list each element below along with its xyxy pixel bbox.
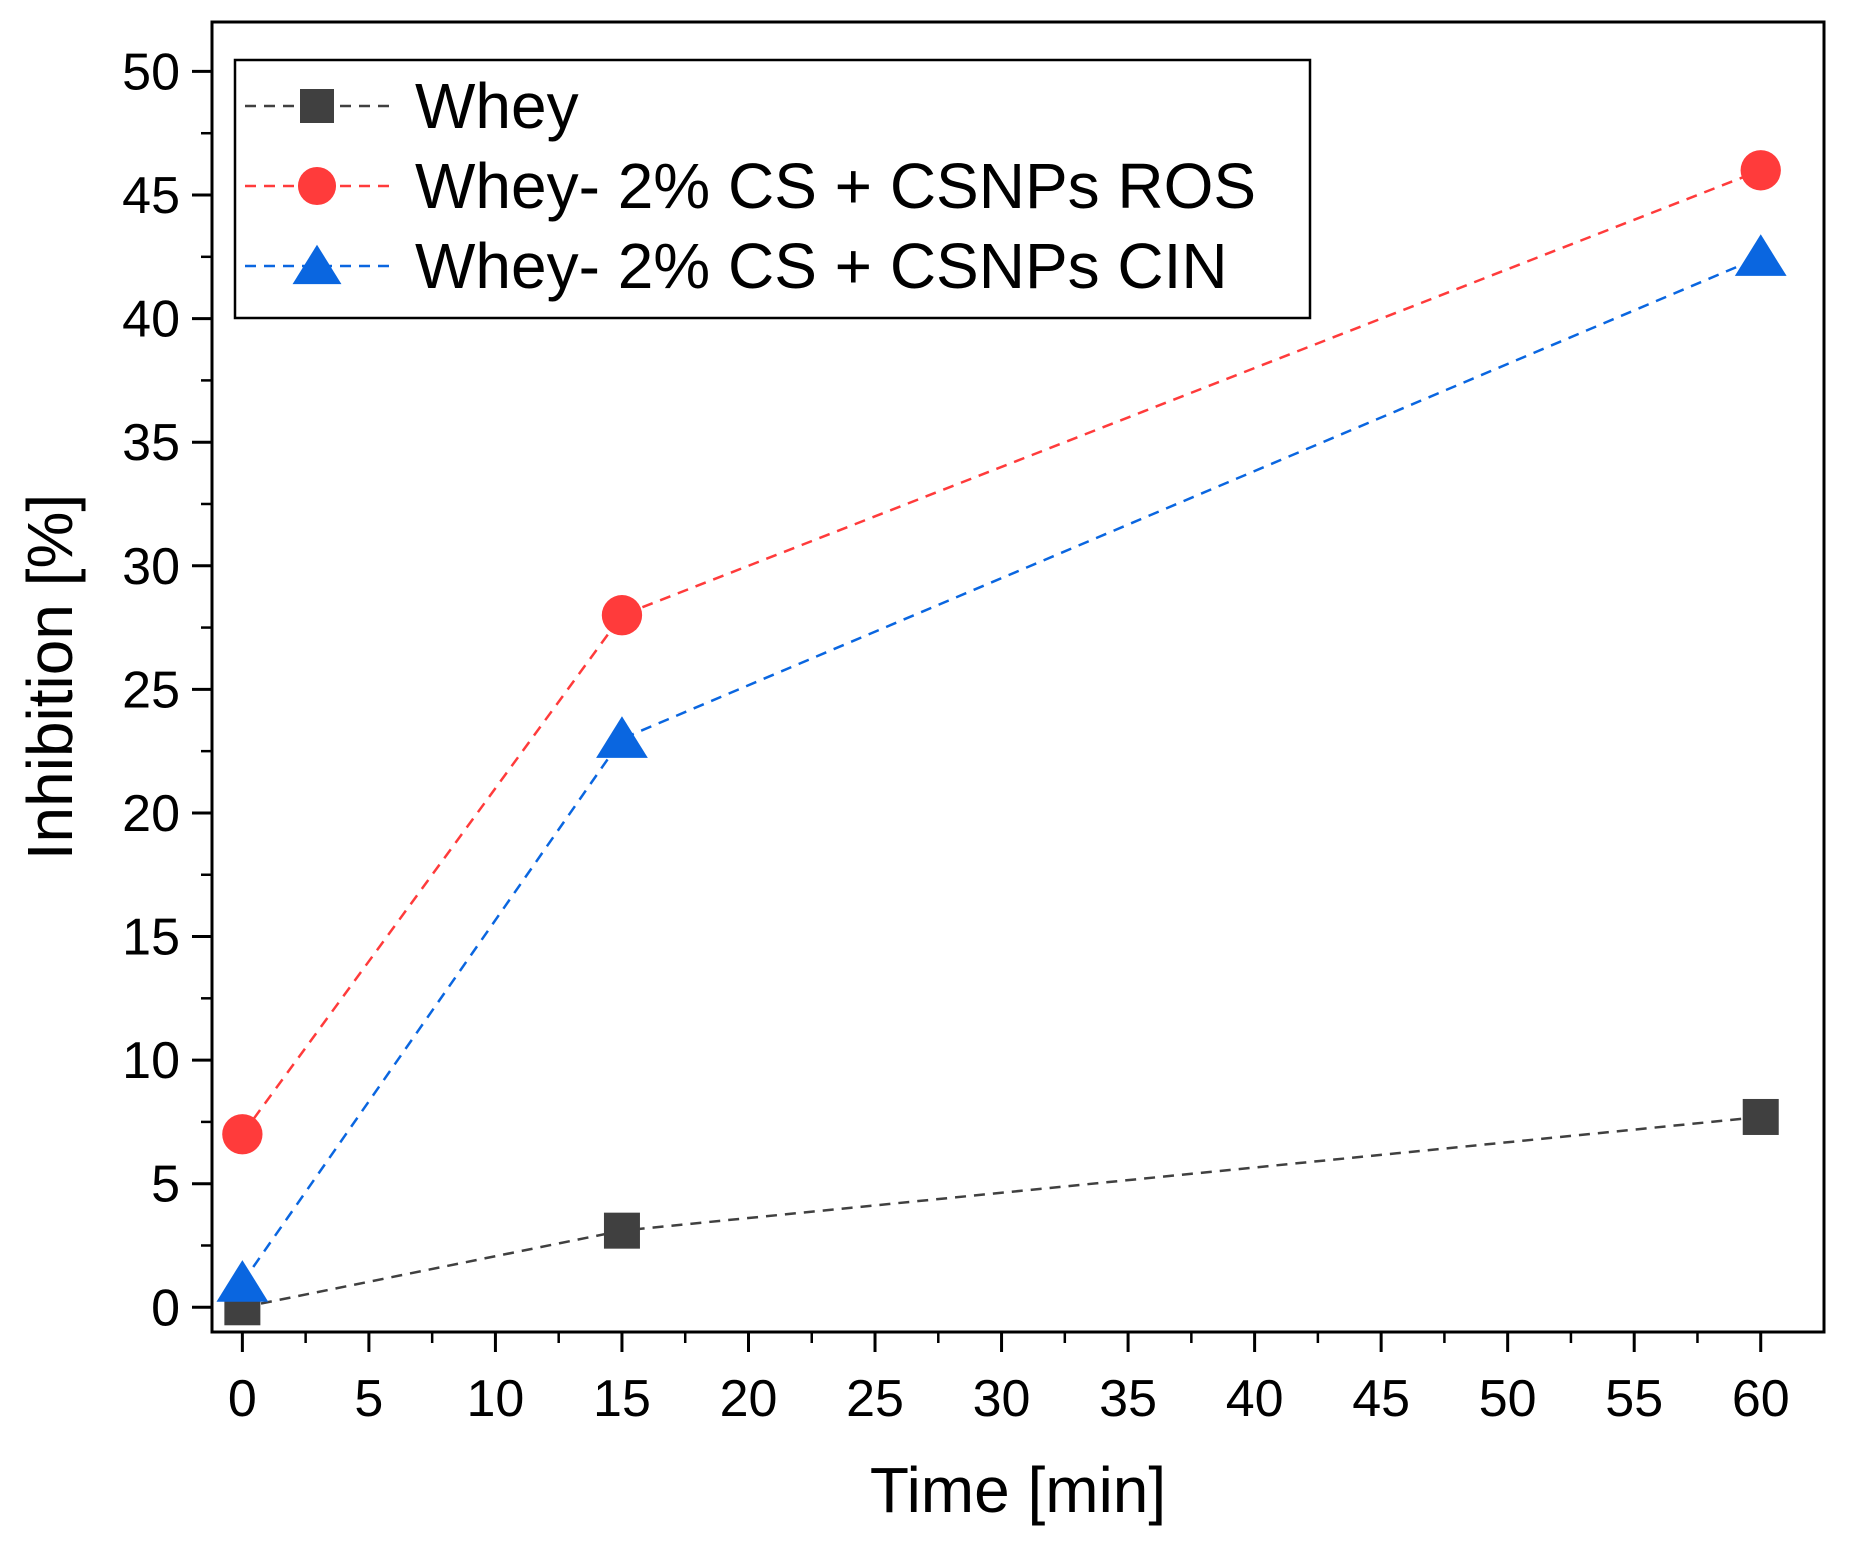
axis-ticks: 0 5 10 15 20 25 30 35 40 45 50 55 60 0 5 10 15 20 25 30 35 40…: [122, 43, 1790, 1428]
x-tick-label: 60: [1732, 1370, 1790, 1428]
data-point-series-1: [601, 595, 643, 636]
legend-entries: [245, 89, 390, 285]
x-tick-label: 10: [467, 1370, 525, 1428]
data-point-series-2: [216, 1260, 269, 1302]
x-tick-label: 0: [228, 1370, 257, 1428]
y-axis-title: Inhibition [%]: [14, 494, 86, 860]
y-tick-label: 15: [122, 909, 180, 967]
series-line-2: [241, 255, 1762, 1284]
data-point-series-0: [1742, 1098, 1779, 1135]
legend-marker-1: [297, 166, 337, 206]
legend-label-cin: Whey- 2% CS + CSNPs CIN: [415, 230, 1228, 302]
data-point-series-1: [222, 1114, 263, 1155]
y-tick-label: 50: [122, 43, 180, 101]
legend-box: [233, 58, 1312, 320]
x-axis-title: Time [min]: [870, 1454, 1166, 1526]
y-tick-label: 30: [122, 538, 180, 596]
x-tick-label: 15: [593, 1370, 651, 1428]
x-tick-label: 35: [1099, 1370, 1157, 1428]
series-markers: [216, 150, 1787, 1326]
x-tick-label: 45: [1352, 1370, 1410, 1428]
legend: Whey Whey- 2% CS + CSNPs ROS Whey- 2% CS…: [233, 58, 1312, 320]
x-tick-label: 20: [720, 1370, 778, 1428]
x-tick-label: 50: [1479, 1370, 1537, 1428]
legend-label-whey: Whey: [415, 70, 579, 142]
x-tick-label: 5: [354, 1370, 383, 1428]
x-tick-label: 30: [973, 1370, 1031, 1428]
x-tick-label: 55: [1605, 1370, 1663, 1428]
y-tick-label: 10: [122, 1032, 180, 1090]
y-tick-label: 20: [122, 785, 180, 843]
data-point-series-1: [1740, 150, 1781, 191]
y-tick-label: 35: [122, 414, 180, 472]
x-tick-label: 40: [1226, 1370, 1284, 1428]
series-line-1: [241, 169, 1762, 1136]
y-tick-label: 40: [122, 291, 180, 349]
x-tick-label: 25: [846, 1370, 904, 1428]
legend-marker-0: [300, 89, 334, 123]
data-point-series-2: [596, 716, 648, 758]
legend-label-ros: Whey- 2% CS + CSNPs ROS: [415, 150, 1256, 222]
data-point-series-2: [1734, 234, 1787, 276]
plot-frame: [210, 20, 1826, 1334]
data-point-series-0: [603, 1212, 640, 1249]
y-tick-label: 25: [122, 661, 180, 719]
y-tick-label: 0: [151, 1279, 180, 1337]
series-line-0: [242, 1115, 1761, 1309]
y-tick-label: 5: [151, 1156, 180, 1214]
series-lines: [241, 169, 1762, 1309]
legend-marker-2: [292, 244, 342, 285]
y-tick-label: 45: [122, 167, 180, 225]
